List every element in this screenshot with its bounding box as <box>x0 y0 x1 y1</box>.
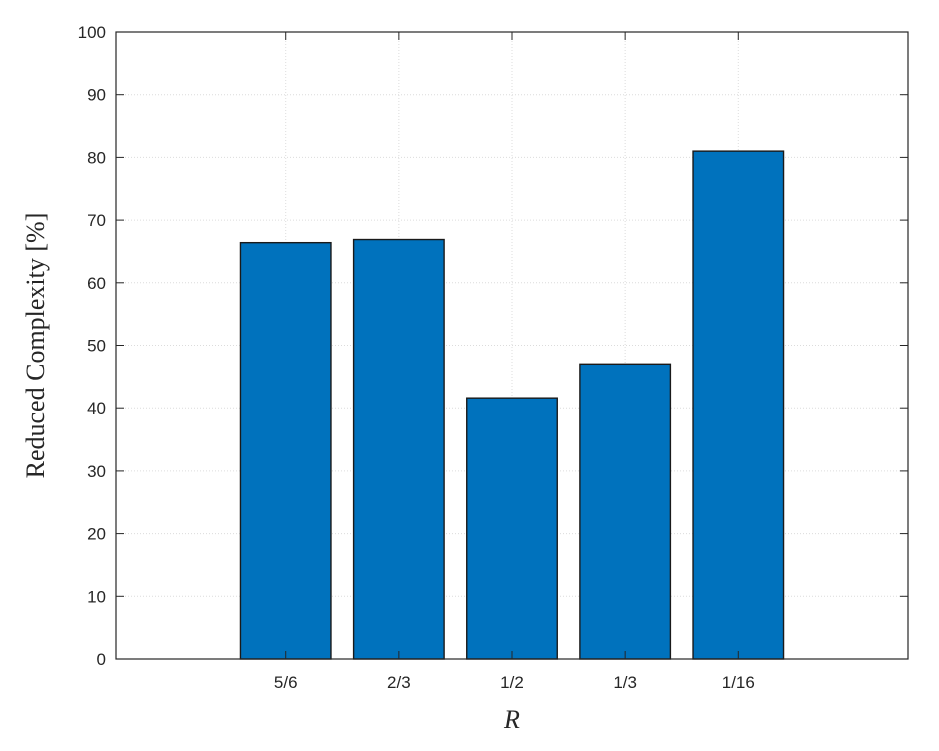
y-tick-label: 0 <box>97 650 106 669</box>
y-tick-label: 40 <box>87 399 106 418</box>
axis-ticks <box>116 31 908 660</box>
x-tick-label: 2/3 <box>387 673 411 692</box>
x-axis-title: R <box>503 705 520 734</box>
y-tick-label: 90 <box>87 86 106 105</box>
y-tick-label: 20 <box>87 525 106 544</box>
y-tick-label: 70 <box>87 211 106 230</box>
bar <box>352 238 445 660</box>
y-tick-label: 80 <box>87 148 106 167</box>
bar <box>579 363 672 660</box>
y-tick-label: 50 <box>87 337 106 356</box>
tick-labels: 0 10 20 30 40 50 60 70 80 90 100 5/6 2/3 1/2 1/3 1/16 <box>78 23 755 692</box>
bar <box>692 150 785 660</box>
y-tick-label: 30 <box>87 462 106 481</box>
bars <box>239 150 785 660</box>
x-tick-label: 5/6 <box>274 673 298 692</box>
x-tick-label: 1/3 <box>613 673 637 692</box>
y-tick-label: 10 <box>87 587 106 606</box>
x-tick-label: 1/2 <box>500 673 524 692</box>
bar <box>239 241 332 660</box>
bar <box>466 397 558 660</box>
y-tick-label: 60 <box>87 274 106 293</box>
x-tick-label: 1/16 <box>722 673 755 692</box>
y-axis-title: Reduced Complexity [%] <box>21 213 50 479</box>
y-tick-label: 100 <box>78 23 106 42</box>
